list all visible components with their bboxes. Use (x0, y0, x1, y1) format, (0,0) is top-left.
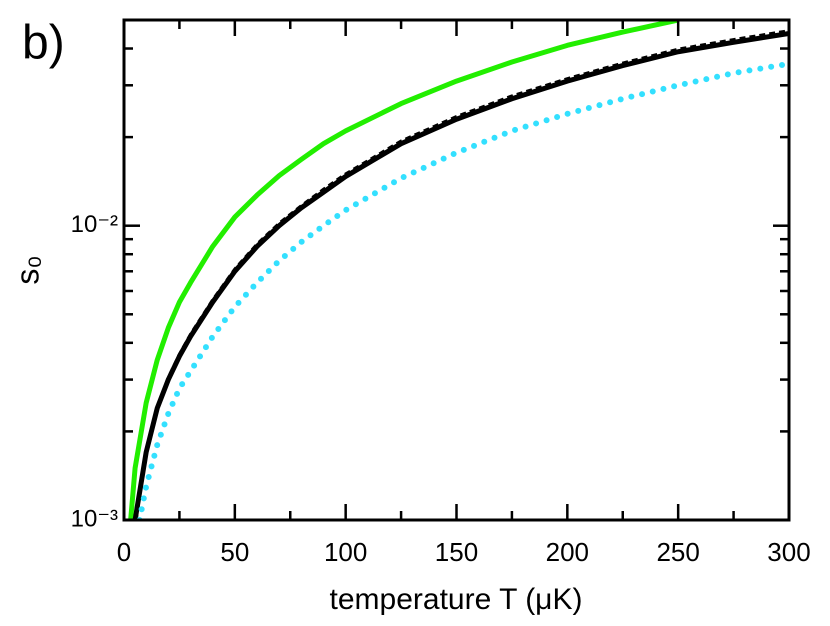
plot-lines (128, 20, 789, 520)
panel-label: b) (22, 17, 65, 70)
x-tick-label: 200 (546, 537, 589, 567)
y-tick-label: 10⁻² (71, 211, 118, 238)
x-tick-label: 50 (220, 537, 249, 567)
x-tick-label: 150 (435, 537, 478, 567)
y-tick-label: 10⁻³ (71, 505, 118, 532)
series-line (136, 60, 789, 520)
x-tick-label: 250 (656, 537, 699, 567)
series-line (134, 29, 789, 520)
x-tick-label: 0 (117, 537, 131, 567)
plot-frame (122, 18, 791, 522)
series-line (128, 20, 679, 520)
x-tick-label: 300 (767, 537, 810, 567)
x-tick-label: 100 (324, 537, 367, 567)
y-axis-label: s₀ (9, 255, 45, 284)
series-line (132, 31, 789, 520)
x-axis-label: temperature T (μK) (330, 583, 583, 616)
